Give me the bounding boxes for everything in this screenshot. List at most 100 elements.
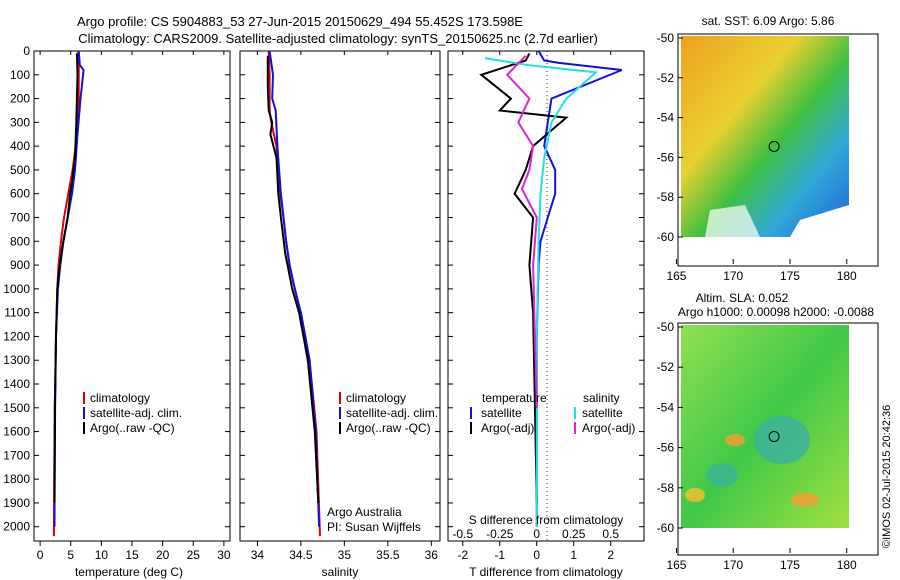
y-tick-label: -60	[657, 521, 675, 535]
series-line-argo-raw-qc-	[53, 53, 79, 503]
x-tick-label: 25	[187, 548, 201, 562]
salinity-xlabel: salinity	[322, 565, 359, 579]
salinity-x-axis: 34 34.5 35 35.5 36	[251, 51, 438, 562]
salinity-lines	[266, 51, 321, 537]
y-tick-label: 200	[10, 92, 30, 106]
x-tick-label: 0	[533, 548, 540, 562]
legend-label-temp-argo: Argo(-adj)	[481, 421, 534, 435]
sst-land-mask	[790, 205, 849, 237]
temperature-x-axis: 0 5 10 15 20 25 30	[37, 51, 231, 562]
sla-map-axes: 165 170 175 180 -50 -52 -54 -56 -58 -60	[657, 320, 857, 572]
sla-high-patch	[725, 434, 745, 446]
x-tick-label: 2	[607, 548, 614, 562]
y-tick-label: 1000	[3, 282, 30, 296]
y-tick-label: 1300	[3, 353, 30, 367]
header-line-1: Argo profile: CS 5904883_53 27-Jun-2015 …	[77, 14, 523, 29]
x-tick-label: 10	[95, 548, 109, 562]
x-tick-label: 35	[338, 548, 352, 562]
temperature-xlabel: temperature (deg C)	[75, 565, 183, 579]
difference-panel: -2 -1 0 1 2 T difference from climatology S …	[447, 50, 645, 579]
y-tick-label: 900	[10, 258, 30, 272]
difference-xlabel: T difference from climatology	[469, 565, 623, 579]
legend-label-sal-argo: Argo(-adj)	[582, 421, 635, 435]
legend-label-satellite: satellite-adj. clim.	[90, 406, 182, 420]
y-tick-label: 1500	[3, 401, 30, 415]
top-tick-label: 0.25	[562, 527, 586, 541]
x-tick-label: -1	[494, 548, 505, 562]
y-tick-label: 1800	[3, 472, 30, 486]
y-tick-label: 300	[10, 115, 30, 129]
x-tick-label: 170	[723, 558, 743, 572]
legend-label-temp-satellite: satellite	[481, 406, 522, 420]
y-tick-label: 700	[10, 211, 30, 225]
legend-label-climatology: climatology	[346, 391, 406, 405]
y-tick-label: -54	[657, 400, 675, 414]
series-line-argo-raw-qc-	[266, 55, 320, 503]
y-tick-label: 1400	[3, 377, 30, 391]
y-tick-label: -58	[657, 481, 675, 495]
y-tick-label: -54	[657, 111, 675, 125]
y-tick-label: -58	[657, 190, 675, 204]
y-tick-label: 600	[10, 187, 30, 201]
y-tick-label: -50	[657, 320, 675, 334]
y-tick-label: 1600	[3, 425, 30, 439]
top-tick-label: -0.25	[486, 527, 514, 541]
x-tick-label: 180	[837, 269, 857, 283]
sla-low-eddy	[754, 416, 810, 464]
y-tick-label: -52	[657, 71, 675, 85]
temperature-axes-frame	[33, 50, 231, 542]
y-tick-label: 2000	[3, 520, 30, 534]
difference-axes-frame	[447, 50, 645, 542]
y-tick-label: 500	[10, 163, 30, 177]
temperature-lines	[52, 51, 85, 537]
legend-label-argo: Argo(..raw -QC)	[90, 421, 175, 435]
imos-credit: ©IMOS 02-Jul-2015 20:42:36	[881, 405, 893, 548]
sla-high-patch-3	[685, 488, 705, 502]
legend-label-climatology: climatology	[90, 391, 150, 405]
salinity-panel: 34 34.5 35 35.5 36 salinity climatology sate…	[239, 50, 441, 579]
argo-float-marker	[768, 140, 780, 152]
x-tick-label: 1	[570, 548, 577, 562]
y-tick-label: 1900	[3, 496, 30, 510]
series-line-satellite-adj-clim-	[268, 51, 321, 527]
difference-depth-ticks	[448, 50, 644, 528]
salinity-diff-ticks: -0.5 -0.25 0 0.25 0.5	[452, 527, 619, 541]
salinity-axes-frame	[239, 50, 441, 542]
legend-label-sal-satellite: satellite	[582, 406, 623, 420]
x-tick-label: 180	[837, 558, 857, 572]
x-tick-label: 5	[67, 548, 74, 562]
sst-map-title: sat. SST: 6.09 Argo: 5.86	[702, 14, 835, 28]
sst-map-axes: 165 170 175 180 -50 -52 -54 -56 -58 -60	[657, 31, 857, 283]
top-tick-label: -0.5	[452, 527, 473, 541]
sst-heatmap-field	[681, 36, 849, 237]
y-tick-label: -52	[657, 360, 675, 374]
x-tick-label: -2	[457, 548, 468, 562]
x-tick-label: 165	[666, 558, 686, 572]
y-tick-label: -50	[657, 31, 675, 45]
salinity-depth-ticks	[240, 50, 440, 528]
sla-map-title-line-2: Argo h1000: 0.00098 h2000: -0.0088	[678, 305, 874, 319]
legend-label-satellite: satellite-adj. clim.	[346, 406, 438, 420]
x-tick-label: 0	[37, 548, 44, 562]
sla-map-panel: Altim. SLA: 0.052 Argo h1000: 0.00098 h2…	[657, 291, 879, 572]
difference-legend: temperature salinity satellite Argo(-adj…	[470, 391, 635, 435]
difference-lines	[479, 51, 623, 527]
sst-land-mask-2	[705, 205, 760, 237]
annotation-line-1: Argo Australia	[327, 505, 402, 519]
difference-xlabel-top: S difference from climatology	[469, 513, 624, 527]
argo-float-marker	[768, 431, 780, 443]
header-line-2: Climatology: CARS2009. Satellite-adjuste…	[78, 31, 598, 46]
annotation-line-2: PI: Susan Wijffels	[327, 520, 421, 534]
y-tick-label: 1700	[3, 448, 30, 462]
x-tick-label: 34.5	[289, 548, 313, 562]
y-tick-label: 0	[23, 44, 30, 58]
series-line-salinity-argo-adj-	[505, 55, 538, 408]
series-line-salinity-satellite	[484, 57, 599, 527]
legend-label-argo: Argo(..raw -QC)	[346, 421, 431, 435]
y-tick-label: -56	[657, 150, 675, 164]
y-tick-label: 1100	[4, 306, 30, 320]
sla-high-patch-2	[791, 493, 819, 507]
x-tick-label: 175	[780, 269, 800, 283]
x-tick-label: 175	[780, 558, 800, 572]
